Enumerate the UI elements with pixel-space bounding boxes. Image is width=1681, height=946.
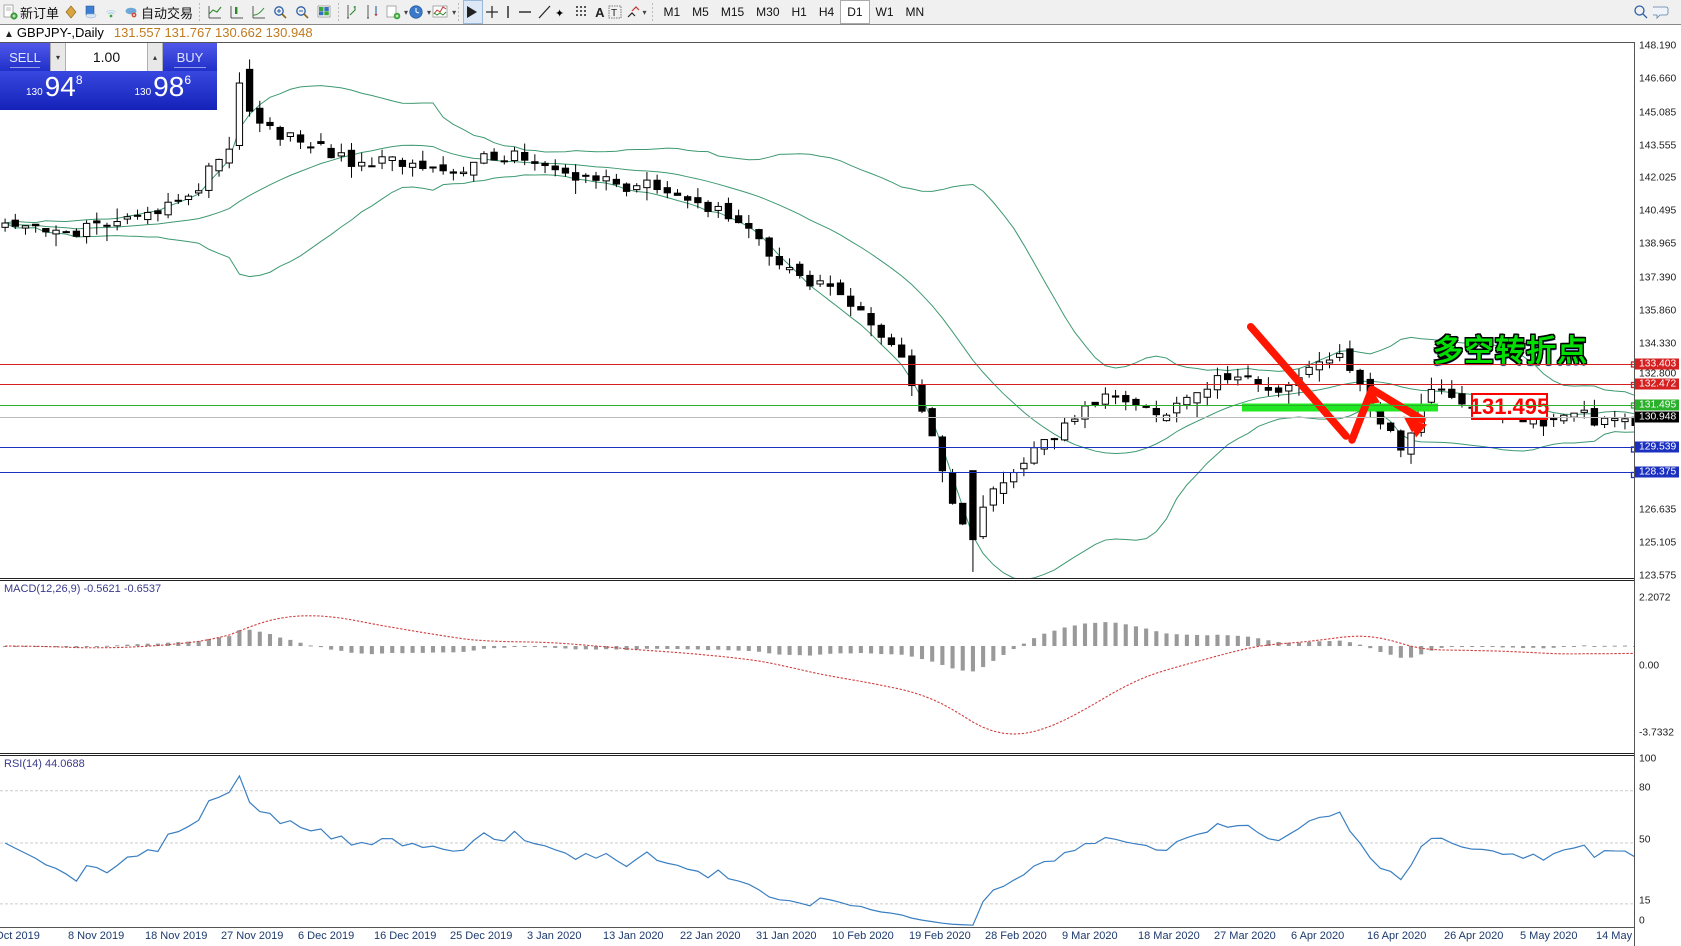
svg-text:T: T: [611, 8, 617, 19]
svg-text:✦: ✦: [555, 8, 564, 19]
